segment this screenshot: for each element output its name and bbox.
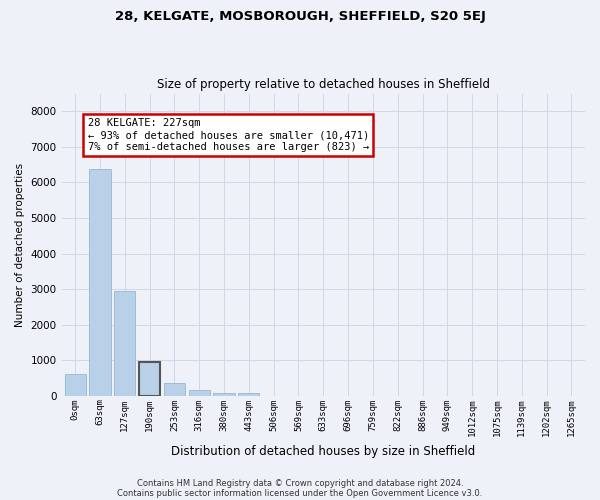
Bar [214,392,235,396]
Bar [139,362,160,396]
Y-axis label: Number of detached properties: Number of detached properties [15,162,25,326]
Bar [65,374,86,396]
Title: Size of property relative to detached houses in Sheffield: Size of property relative to detached ho… [157,78,490,91]
Bar [238,394,259,396]
Bar [164,382,185,396]
Text: 28 KELGATE: 227sqm
← 93% of detached houses are smaller (10,471)
7% of semi-deta: 28 KELGATE: 227sqm ← 93% of detached hou… [88,118,369,152]
Text: 28, KELGATE, MOSBOROUGH, SHEFFIELD, S20 5EJ: 28, KELGATE, MOSBOROUGH, SHEFFIELD, S20 … [115,10,485,23]
Bar [114,291,136,396]
Text: Contains public sector information licensed under the Open Government Licence v3: Contains public sector information licen… [118,488,482,498]
Text: Contains HM Land Registry data © Crown copyright and database right 2024.: Contains HM Land Registry data © Crown c… [137,478,463,488]
Bar [188,390,210,396]
Bar [89,169,110,396]
X-axis label: Distribution of detached houses by size in Sheffield: Distribution of detached houses by size … [171,444,475,458]
